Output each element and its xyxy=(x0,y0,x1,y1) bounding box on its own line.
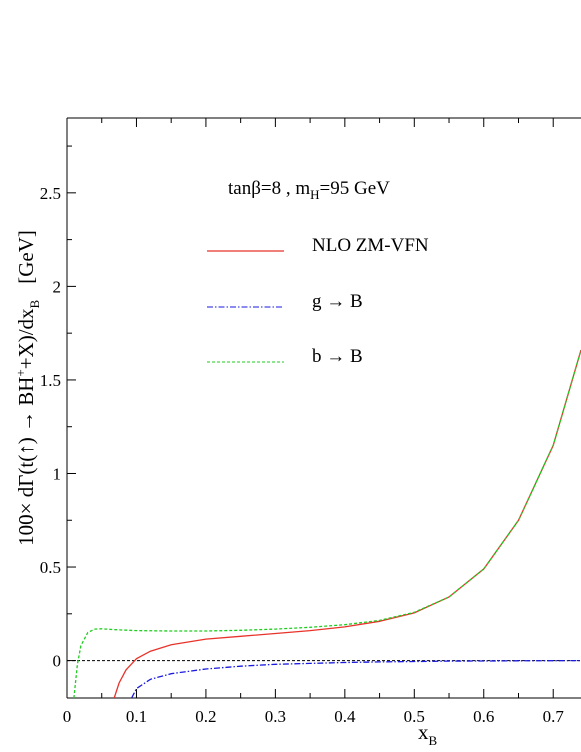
legend: NLO ZM-VFN g → B b → B xyxy=(207,235,429,367)
y-tick-label: 2 xyxy=(53,277,62,296)
x-tick-label: 0 xyxy=(63,707,72,726)
axis-ticks: 0 0.1 0.2 0.3 0.4 0.5 0.6 0.7 0 0.5 1 1.5 2 2.5 xyxy=(40,118,565,726)
x-tick-label: 0.3 xyxy=(265,707,286,726)
series-line-2 xyxy=(73,349,581,698)
series-line-1 xyxy=(131,659,581,698)
y-axis-label: 100× dΓ(t(↑) → BH++X)/dxB[GeV] xyxy=(13,230,42,546)
y-tick-label: 0.5 xyxy=(40,558,61,577)
series-line-0 xyxy=(113,349,581,698)
x-tick-label: 0.6 xyxy=(473,707,494,726)
legend-label-g: g → B xyxy=(312,291,363,312)
x-tick-label: 0.1 xyxy=(126,707,147,726)
annotation-text: tanβ=8 , mH=95 GeV xyxy=(228,178,390,202)
x-tick-label: 0.5 xyxy=(404,707,425,726)
legend-label-b: b → B xyxy=(312,346,363,367)
x-axis-label: xB xyxy=(418,720,438,748)
x-tick-label: 0.7 xyxy=(543,707,565,726)
y-tick-label: 1.5 xyxy=(40,371,61,390)
y-tick-label: 2.5 xyxy=(40,184,61,203)
legend-label-nlo: NLO ZM-VFN xyxy=(312,235,429,256)
y-tick-label: 1 xyxy=(53,464,62,483)
series-lines xyxy=(73,349,581,698)
x-tick-label: 0.2 xyxy=(195,707,216,726)
y-tick-label: 0 xyxy=(53,652,62,671)
x-tick-label: 0.4 xyxy=(334,707,356,726)
